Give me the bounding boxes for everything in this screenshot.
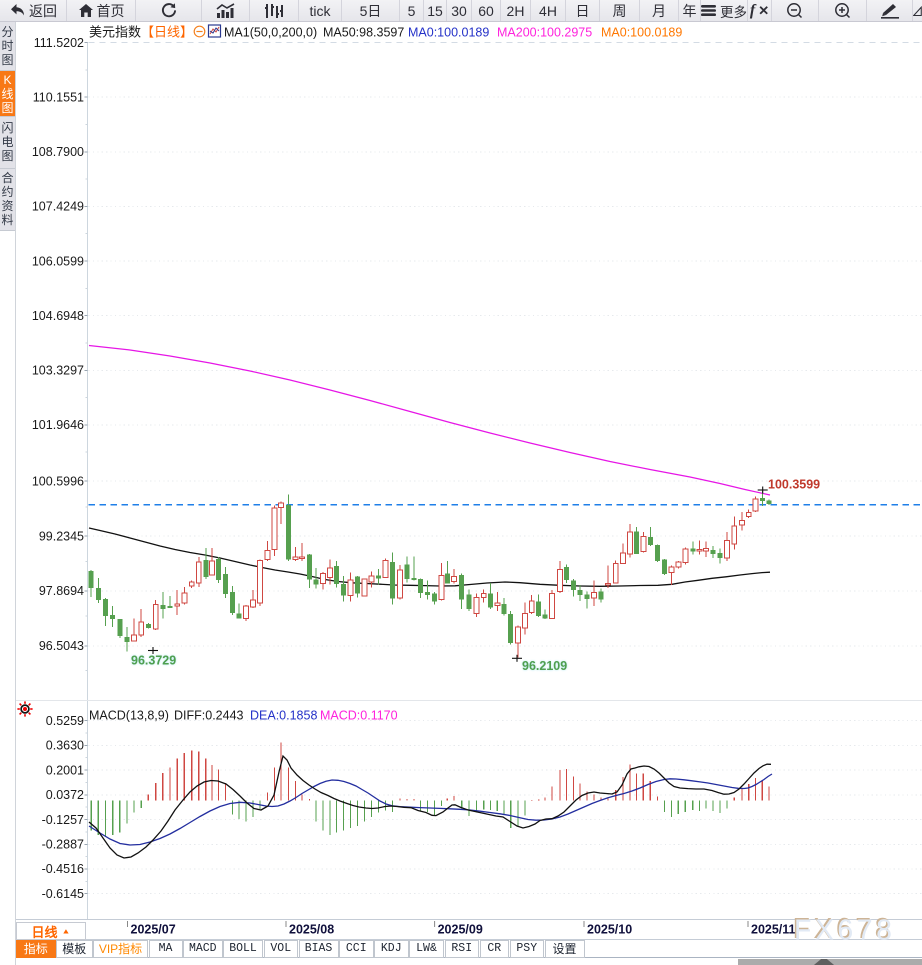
svg-text:101.9646: 101.9646 (32, 418, 84, 432)
svg-text:96.5043: 96.5043 (39, 639, 84, 653)
svg-text:MA0:100.0189: MA0:100.0189 (408, 26, 489, 40)
svg-text:100.3599: 100.3599 (768, 478, 820, 492)
svg-text:2025/08: 2025/08 (289, 923, 334, 937)
svg-text:2025/09: 2025/09 (438, 923, 483, 937)
svg-text:104.6948: 104.6948 (32, 309, 84, 323)
svg-text:107.4249: 107.4249 (32, 200, 84, 214)
svg-text:106.0599: 106.0599 (32, 254, 84, 268)
svg-text:0.2001: 0.2001 (46, 763, 84, 777)
svg-text:DEA:0.1858: DEA:0.1858 (250, 709, 317, 723)
svg-text:MA0:100.0189: MA0:100.0189 (601, 26, 682, 40)
svg-text:-0.2887: -0.2887 (42, 838, 84, 852)
svg-text:96.2109: 96.2109 (522, 659, 567, 673)
svg-text:108.7900: 108.7900 (32, 145, 84, 159)
svg-text:MACD(13,8,9): MACD(13,8,9) (89, 709, 169, 723)
svg-text:0.3630: 0.3630 (46, 739, 84, 753)
svg-text:99.2345: 99.2345 (39, 529, 84, 543)
svg-text:-0.1257: -0.1257 (42, 813, 84, 827)
svg-text:MA200:100.2975: MA200:100.2975 (497, 26, 592, 40)
svg-text:FX678: FX678 (794, 915, 895, 947)
svg-text:2025/10: 2025/10 (587, 923, 632, 937)
svg-text:MACD:0.1170: MACD:0.1170 (320, 709, 398, 723)
svg-text:MA1(50,0,200,0): MA1(50,0,200,0) (224, 26, 317, 40)
svg-text:-0.4516: -0.4516 (42, 862, 84, 876)
svg-text:DIFF:0.2443: DIFF:0.2443 (174, 709, 244, 723)
svg-text:0.0372: 0.0372 (46, 788, 84, 802)
svg-text:MA50:98.3597: MA50:98.3597 (323, 26, 404, 40)
svg-text:-0.6145: -0.6145 (42, 887, 84, 901)
svg-text:2025/11: 2025/11 (751, 923, 796, 937)
svg-text:96.3729: 96.3729 (131, 654, 176, 668)
svg-text:97.8694: 97.8694 (39, 584, 84, 598)
svg-text:110.1551: 110.1551 (33, 90, 84, 104)
svg-text:111.5202: 111.5202 (34, 36, 84, 50)
svg-text:2025/07: 2025/07 (131, 923, 176, 937)
svg-text:100.5996: 100.5996 (32, 474, 84, 488)
svg-text:0.5259: 0.5259 (46, 714, 84, 728)
svg-text:美元指数【日线】: 美元指数【日线】 (89, 25, 193, 40)
svg-text:103.3297: 103.3297 (32, 364, 84, 378)
